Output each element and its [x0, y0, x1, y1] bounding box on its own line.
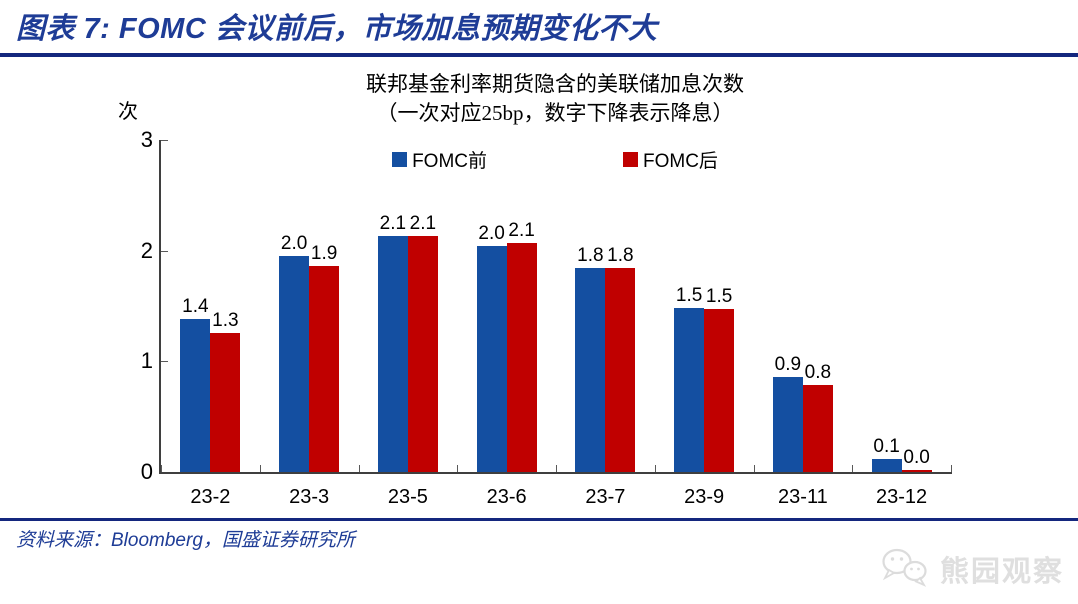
bar-fomc-after-23-2 — [210, 332, 241, 472]
footer-divider — [0, 518, 1078, 521]
bar-label-fomc-after-23-9: 1.5 — [705, 286, 733, 308]
bar-label-fomc-after-23-3: 1.9 — [310, 243, 338, 265]
bar-fomc-before-23-11 — [772, 376, 803, 472]
bar-fomc-before-23-5 — [377, 236, 408, 472]
data-source: 资料来源：Bloomberg，国盛证券研究所 — [16, 530, 355, 551]
x-axis-tick — [358, 465, 360, 472]
x-axis-tick — [951, 465, 952, 472]
x-axis-label-23-9: 23-9 — [684, 486, 725, 508]
bar-fomc-after-23-5 — [407, 236, 438, 472]
bar-fomc-after-23-3 — [309, 266, 340, 472]
bar-fomc-before-23-3 — [279, 256, 310, 472]
wechat-icon — [882, 548, 927, 587]
chart-subtitle: （一次对应25bp，数字下降表示降息） — [376, 101, 734, 125]
y-axis-tick — [161, 140, 168, 141]
watermark: 熊园观察 — [878, 548, 1064, 590]
legend-item-fomc-after: FOMC后 — [623, 146, 718, 173]
bar-label-fomc-before-23-9: 1.5 — [675, 285, 703, 307]
y-axis-tick — [161, 250, 168, 252]
x-axis-label-23-11: 23-11 — [778, 486, 828, 508]
x-axis-tick — [259, 465, 261, 472]
x-axis-label-23-6: 23-6 — [486, 486, 527, 508]
x-axis-label-23-7: 23-7 — [585, 486, 626, 508]
y-axis-label: 3 — [140, 127, 153, 152]
bar-label-fomc-before-23-7: 1.8 — [577, 245, 604, 267]
legend-swatch-red-icon — [623, 152, 638, 167]
bar-fomc-after-23-11 — [802, 384, 833, 472]
y-axis-label: 1 — [140, 348, 153, 374]
bar-fomc-after-23-6 — [506, 242, 537, 472]
y-axis-label: 0 — [140, 459, 153, 484]
bar-fomc-before-23-12 — [871, 458, 902, 472]
bar-fomc-after-23-7 — [605, 268, 636, 472]
x-axis-tick — [457, 465, 459, 472]
bar-label-fomc-before-23-11: 0.9 — [774, 353, 802, 375]
bar-label-fomc-before-23-12: 0.1 — [873, 435, 900, 457]
x-axis-label-23-5: 23-5 — [387, 486, 428, 508]
bar-fomc-before-23-2 — [180, 319, 211, 472]
legend-label-fomc-after: FOMC后 — [643, 151, 718, 172]
bar-label-fomc-after-23-6: 2.1 — [508, 219, 535, 241]
bar-label-fomc-after-23-2: 1.3 — [212, 309, 239, 331]
bar-label-fomc-after-23-7: 1.8 — [607, 245, 634, 267]
y-axis-unit-label: 次 — [118, 101, 138, 123]
x-axis-tick — [852, 465, 854, 472]
legend-item-fomc-before: FOMC前 — [392, 146, 487, 173]
y-axis-label: 2 — [140, 237, 153, 263]
legend: FOMC前 FOMC后 — [160, 146, 950, 173]
legend-swatch-blue-icon — [392, 152, 408, 167]
bar-fomc-before-23-9 — [674, 308, 705, 472]
bar-fomc-after-23-12 — [901, 469, 932, 472]
x-axis-label-23-12: 23-12 — [876, 486, 928, 508]
bar-fomc-before-23-6 — [476, 246, 507, 472]
x-axis-tick — [654, 465, 656, 472]
x-axis-label-23-3: 23-3 — [289, 486, 330, 508]
chart-title: 联邦基金利率期货隐含的美联储加息次数 — [366, 72, 744, 96]
bar-label-fomc-before-23-3: 2.0 — [280, 233, 308, 255]
bar-label-fomc-after-23-11: 0.8 — [804, 361, 832, 383]
bar-fomc-after-23-9 — [704, 309, 735, 472]
bar-label-fomc-after-23-12: 0.0 — [903, 446, 930, 468]
x-axis-label-23-2: 23-2 — [190, 486, 231, 508]
bar-label-fomc-before-23-5: 2.1 — [379, 213, 407, 235]
bar-label-fomc-after-23-5: 2.1 — [409, 213, 437, 235]
x-axis-tick — [753, 465, 755, 472]
figure-caption: 图表 7: FOMC 会议前后，市场加息预期变化不大 — [16, 13, 658, 45]
x-axis-tick — [556, 465, 557, 472]
bar-fomc-before-23-7 — [575, 268, 606, 472]
plot-area: 0 1 2 3 23-2 1.4 1.3 23-3 2.0 1.9 23-5 2.1 2.1 23-6 2.… — [141, 127, 952, 508]
header-divider — [0, 53, 1078, 57]
bar-label-fomc-before-23-2: 1.4 — [182, 296, 209, 318]
watermark-text: 熊园观察 — [939, 556, 1064, 588]
legend-label-fomc-before: FOMC前 — [412, 151, 487, 172]
y-axis-tick — [161, 361, 168, 363]
x-axis-tick — [161, 465, 162, 472]
bar-label-fomc-before-23-6: 2.0 — [478, 223, 505, 245]
